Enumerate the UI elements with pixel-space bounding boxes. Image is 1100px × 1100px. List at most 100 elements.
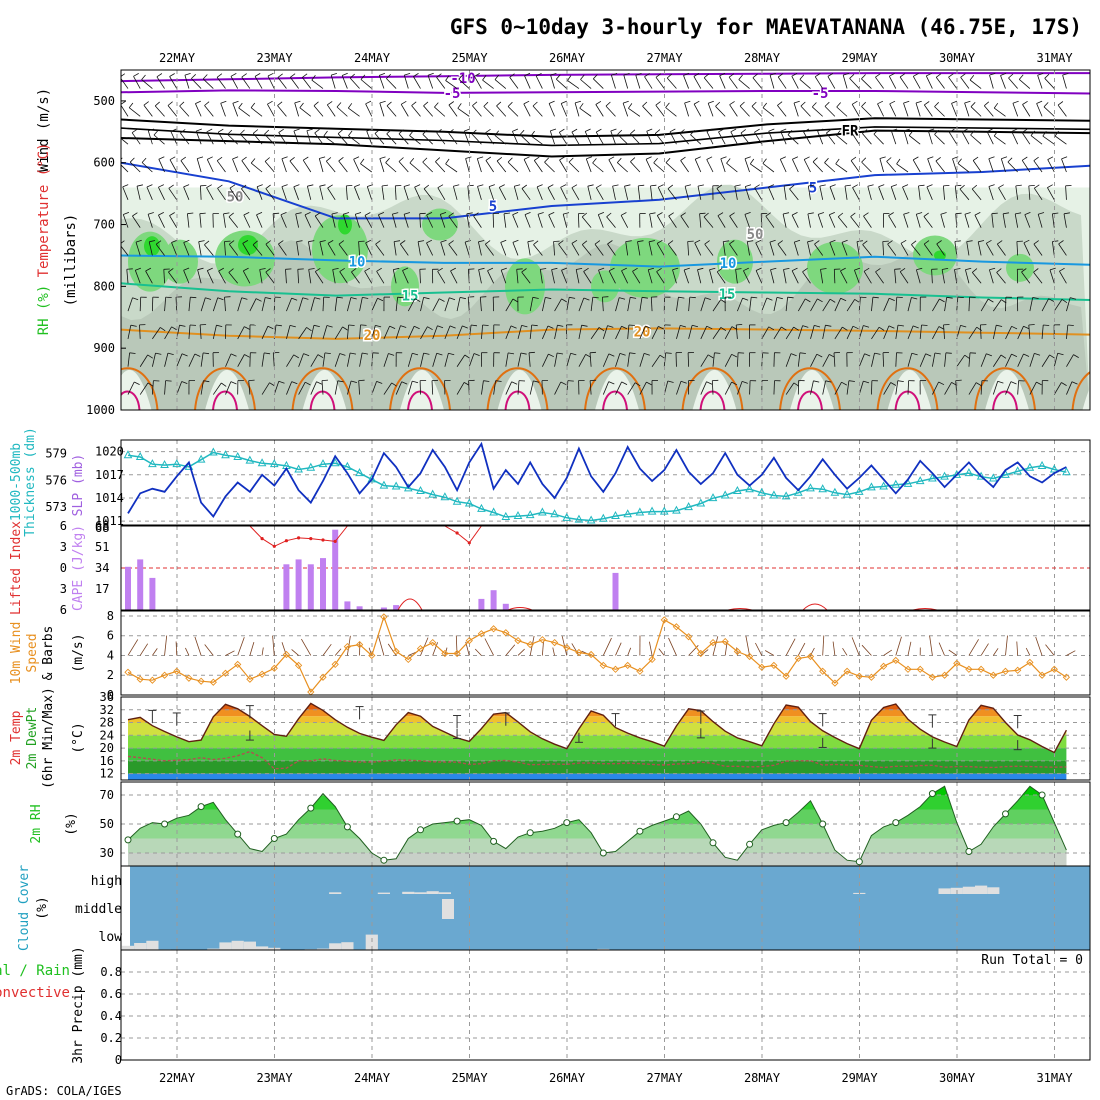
wind-barb-flag	[132, 212, 138, 217]
wind-barb-flag	[691, 324, 699, 328]
wind-barb-flag	[339, 353, 346, 356]
low-cloud-bar	[365, 934, 378, 950]
rh-marker	[380, 856, 388, 864]
wind-barb	[471, 133, 482, 145]
wind-barb-flag	[593, 74, 598, 80]
wind-barb-flag	[289, 325, 296, 328]
wind-barb-flag	[267, 325, 274, 330]
wind-barb-flag	[972, 156, 979, 161]
dewpoint-line	[127, 750, 1067, 770]
wind-barb	[134, 270, 141, 284]
wind-barb	[337, 133, 348, 145]
wind-barb	[494, 79, 507, 89]
wind10m-barb	[980, 643, 989, 656]
wind-barb	[779, 159, 787, 173]
wind-barb-flag	[945, 352, 952, 354]
wind-barb	[183, 186, 190, 200]
wind-barb	[648, 241, 653, 256]
wind-barb	[509, 77, 519, 89]
wind-barb-flag	[337, 380, 344, 383]
isotherm-label: 50	[227, 190, 244, 206]
wind-barb-flag	[683, 267, 690, 271]
wind-barb-flag	[228, 268, 234, 273]
wind-barb-flag	[516, 268, 523, 270]
wind-barb-flag	[169, 212, 175, 216]
wind10m-barb	[185, 647, 190, 656]
wind-barb-flag	[645, 156, 652, 160]
wind-barb-flag	[216, 156, 223, 162]
wind10m-barb	[139, 643, 149, 656]
thickness-marker	[586, 515, 596, 524]
wind-barb-flag	[598, 212, 605, 215]
wind-barb	[607, 243, 616, 256]
wind-barb-flag	[1036, 100, 1043, 104]
wind-barb-flag	[547, 184, 554, 188]
wind-barb	[712, 299, 722, 312]
cape-bar	[490, 590, 497, 610]
wind-barb-flag	[207, 267, 213, 271]
wind-barb	[228, 216, 239, 228]
wind-barb-flag	[935, 156, 941, 162]
rh-marker	[965, 848, 973, 855]
rh-marker	[453, 817, 461, 825]
wind-barb	[403, 186, 409, 200]
wind-barb	[703, 77, 714, 89]
wind-barb-flag	[355, 212, 362, 215]
wind-barb	[250, 107, 263, 117]
wind-barb	[206, 131, 214, 145]
wind-speed-marker	[697, 649, 705, 658]
wind-barb-flag	[926, 72, 932, 77]
wind-barb	[697, 186, 702, 200]
wind-barb	[729, 104, 738, 117]
wind-barb	[751, 106, 763, 117]
wind-barb-flag	[485, 156, 492, 161]
wind-barb-flag	[836, 102, 841, 108]
wind-barb	[777, 243, 787, 256]
wind-barb	[542, 353, 549, 367]
wind-speed-marker	[234, 660, 242, 669]
wind-barb	[322, 297, 325, 312]
wind-barb	[583, 271, 592, 284]
wind-barb-flag	[414, 184, 421, 188]
wind-barb	[358, 380, 360, 395]
wind10m-barb	[649, 641, 653, 656]
wind-barb-flag	[482, 324, 489, 326]
wind-barb	[261, 297, 266, 312]
wind-barb	[407, 298, 416, 312]
isotherm-label: 15	[719, 287, 736, 303]
rh-marker	[234, 830, 242, 838]
wind-barb	[1022, 104, 1031, 117]
wind-barb	[169, 76, 178, 89]
wind-barb-flag	[183, 267, 190, 271]
wind-barb	[216, 160, 226, 173]
pressure-tick-label: 800	[93, 279, 115, 293]
wind-barb-flag	[799, 352, 806, 354]
wind-barb	[787, 134, 799, 145]
wind-barb-flag	[807, 212, 814, 215]
wind-barb-flag	[294, 100, 301, 104]
wind-barb	[466, 213, 470, 228]
wind-barb	[769, 74, 775, 89]
wind-barb	[589, 380, 592, 395]
wind-barb-flag	[684, 184, 692, 187]
precip-total-rain-label: Total / Rain	[0, 963, 70, 979]
wind-barb-flag	[948, 73, 954, 78]
rh-green-blob	[312, 215, 368, 284]
wind-barb	[237, 354, 245, 367]
wind10m-barb	[712, 636, 719, 656]
wind-barb	[310, 325, 315, 339]
wind-barb-flag	[935, 73, 942, 78]
ylabel-rh: RH (%)	[36, 285, 52, 336]
wind-speed-marker	[197, 677, 205, 685]
wind-barb-flag	[894, 268, 901, 270]
wind-barb-flag	[448, 352, 455, 356]
wind-barb-flag	[808, 184, 815, 187]
wind-barb	[212, 325, 217, 339]
wind-barb-flag	[364, 267, 370, 272]
wind10m-barb	[225, 650, 235, 656]
wind-barb-flag	[265, 268, 271, 273]
wind-barb	[440, 241, 446, 256]
wind-barb-flag	[1042, 130, 1047, 137]
wind-barb	[325, 160, 336, 173]
wind-barb-flag	[307, 184, 314, 187]
